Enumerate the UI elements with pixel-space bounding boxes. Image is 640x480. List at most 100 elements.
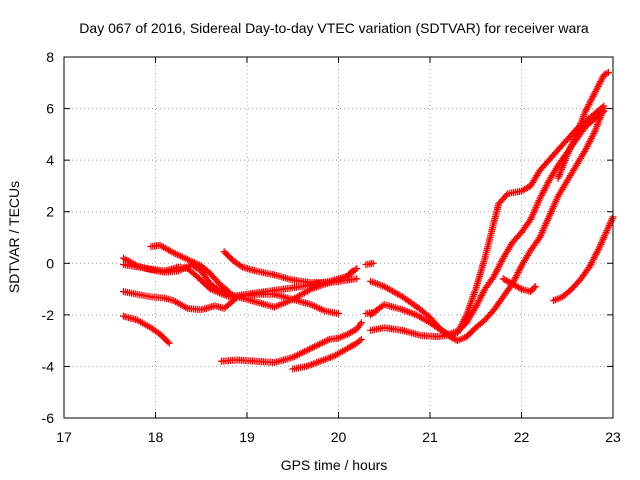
- data-point-marker: [594, 83, 602, 91]
- axis-layer: 17 18 19 20 21 22 23 -6 -4 -2 0 2 4 6 8: [42, 49, 621, 445]
- data-point-marker: [602, 228, 610, 236]
- data-point-marker: [516, 265, 524, 273]
- series-arc-7: [217, 319, 365, 367]
- data-point-marker: [510, 281, 518, 289]
- data-point-marker: [532, 203, 540, 211]
- series-arc-6: [220, 248, 361, 287]
- data-point-marker: [597, 76, 605, 84]
- data-point-marker: [537, 232, 545, 240]
- data-point-marker: [351, 266, 359, 274]
- data-point-marker: [369, 259, 377, 267]
- data-point-marker: [505, 278, 513, 286]
- data-point-marker: [548, 206, 556, 214]
- data-point-marker: [582, 106, 590, 114]
- data-point-marker: [515, 267, 523, 275]
- data-point-marker: [534, 200, 542, 208]
- data-point-marker: [550, 201, 558, 209]
- data-point-marker: [540, 225, 548, 233]
- data-point-marker: [335, 310, 342, 318]
- data-point-marker: [317, 305, 325, 313]
- series-arc-5: [147, 241, 233, 296]
- y-tick-label: 6: [46, 101, 54, 117]
- data-point-marker: [411, 310, 419, 318]
- data-point-marker: [459, 317, 467, 325]
- data-point-marker: [538, 190, 546, 198]
- data-point-marker: [309, 360, 317, 368]
- data-point-marker: [357, 335, 365, 343]
- x-tick-label: 20: [331, 429, 347, 445]
- data-point-marker: [513, 270, 521, 278]
- data-point-marker: [550, 203, 558, 211]
- data-point-marker: [305, 345, 313, 353]
- data-point-marker: [536, 234, 544, 241]
- data-point-marker: [322, 337, 330, 345]
- y-tick-label: -6: [42, 410, 55, 426]
- data-point-marker: [595, 81, 603, 89]
- data-point-marker: [494, 264, 502, 272]
- data-point-marker: [460, 316, 468, 324]
- data-point-marker: [570, 136, 578, 144]
- data-point-marker: [182, 255, 190, 263]
- data-point-marker: [587, 96, 595, 104]
- data-point-marker: [569, 139, 577, 147]
- data-point-marker: [400, 306, 408, 314]
- series-arc-3: [119, 288, 342, 318]
- data-point-marker: [490, 272, 498, 280]
- data-point-marker: [588, 133, 596, 141]
- x-tick-label: 23: [605, 429, 621, 445]
- series-arc-13: [362, 308, 379, 318]
- data-point-marker: [583, 143, 591, 151]
- series-arc-12: [367, 102, 608, 341]
- data-point-marker: [450, 335, 458, 343]
- data-point-marker: [598, 239, 606, 247]
- data-point-marker: [345, 344, 353, 352]
- data-point-marker: [350, 327, 358, 335]
- data-point-marker: [491, 271, 499, 279]
- data-point-marker: [565, 148, 573, 156]
- data-point-marker: [529, 210, 537, 218]
- data-point-marker: [553, 196, 561, 204]
- data-point-marker: [178, 253, 186, 261]
- data-point-marker: [440, 328, 448, 336]
- data-point-marker: [473, 300, 481, 308]
- data-point-marker: [591, 89, 599, 97]
- data-point-marker: [593, 249, 601, 257]
- data-point-marker: [407, 309, 415, 317]
- data-point-marker: [582, 144, 590, 152]
- data-point-marker: [538, 228, 546, 236]
- data-point-marker: [539, 227, 547, 235]
- data-point-marker: [516, 284, 524, 292]
- data-point-marker: [566, 144, 574, 152]
- data-point-marker: [572, 132, 580, 140]
- data-point-marker: [535, 197, 543, 205]
- data-point-marker: [405, 308, 413, 316]
- data-point-marker: [599, 235, 607, 243]
- data-point-marker: [498, 257, 506, 265]
- data-point-marker: [478, 290, 486, 298]
- grid-layer: [64, 57, 613, 418]
- data-point-marker: [545, 213, 553, 221]
- data-point-marker: [316, 357, 324, 365]
- data-point-marker: [590, 91, 598, 99]
- data-point-marker: [511, 275, 519, 283]
- data-point-marker: [596, 242, 604, 250]
- data-point-marker: [192, 259, 200, 267]
- data-point-marker: [453, 329, 461, 337]
- data-point-marker: [544, 215, 552, 223]
- data-point-marker: [493, 266, 501, 274]
- data-point-marker: [592, 86, 600, 94]
- data-point-marker: [370, 279, 378, 287]
- data-point-marker: [315, 340, 323, 348]
- data-point-marker: [295, 350, 303, 358]
- data-point-marker: [304, 362, 312, 370]
- data-point-marker: [589, 92, 597, 100]
- data-point-marker: [321, 355, 329, 363]
- data-point-marker: [521, 185, 529, 193]
- y-tick-label: 8: [46, 49, 54, 65]
- data-point-marker: [592, 250, 600, 258]
- data-point-marker: [314, 304, 322, 312]
- data-point-marker: [499, 275, 507, 283]
- chart-title: Day 067 of 2016, Sidereal Day-to-day VTE…: [79, 20, 589, 36]
- data-point-marker: [232, 294, 240, 302]
- x-tick-label: 18: [148, 429, 164, 445]
